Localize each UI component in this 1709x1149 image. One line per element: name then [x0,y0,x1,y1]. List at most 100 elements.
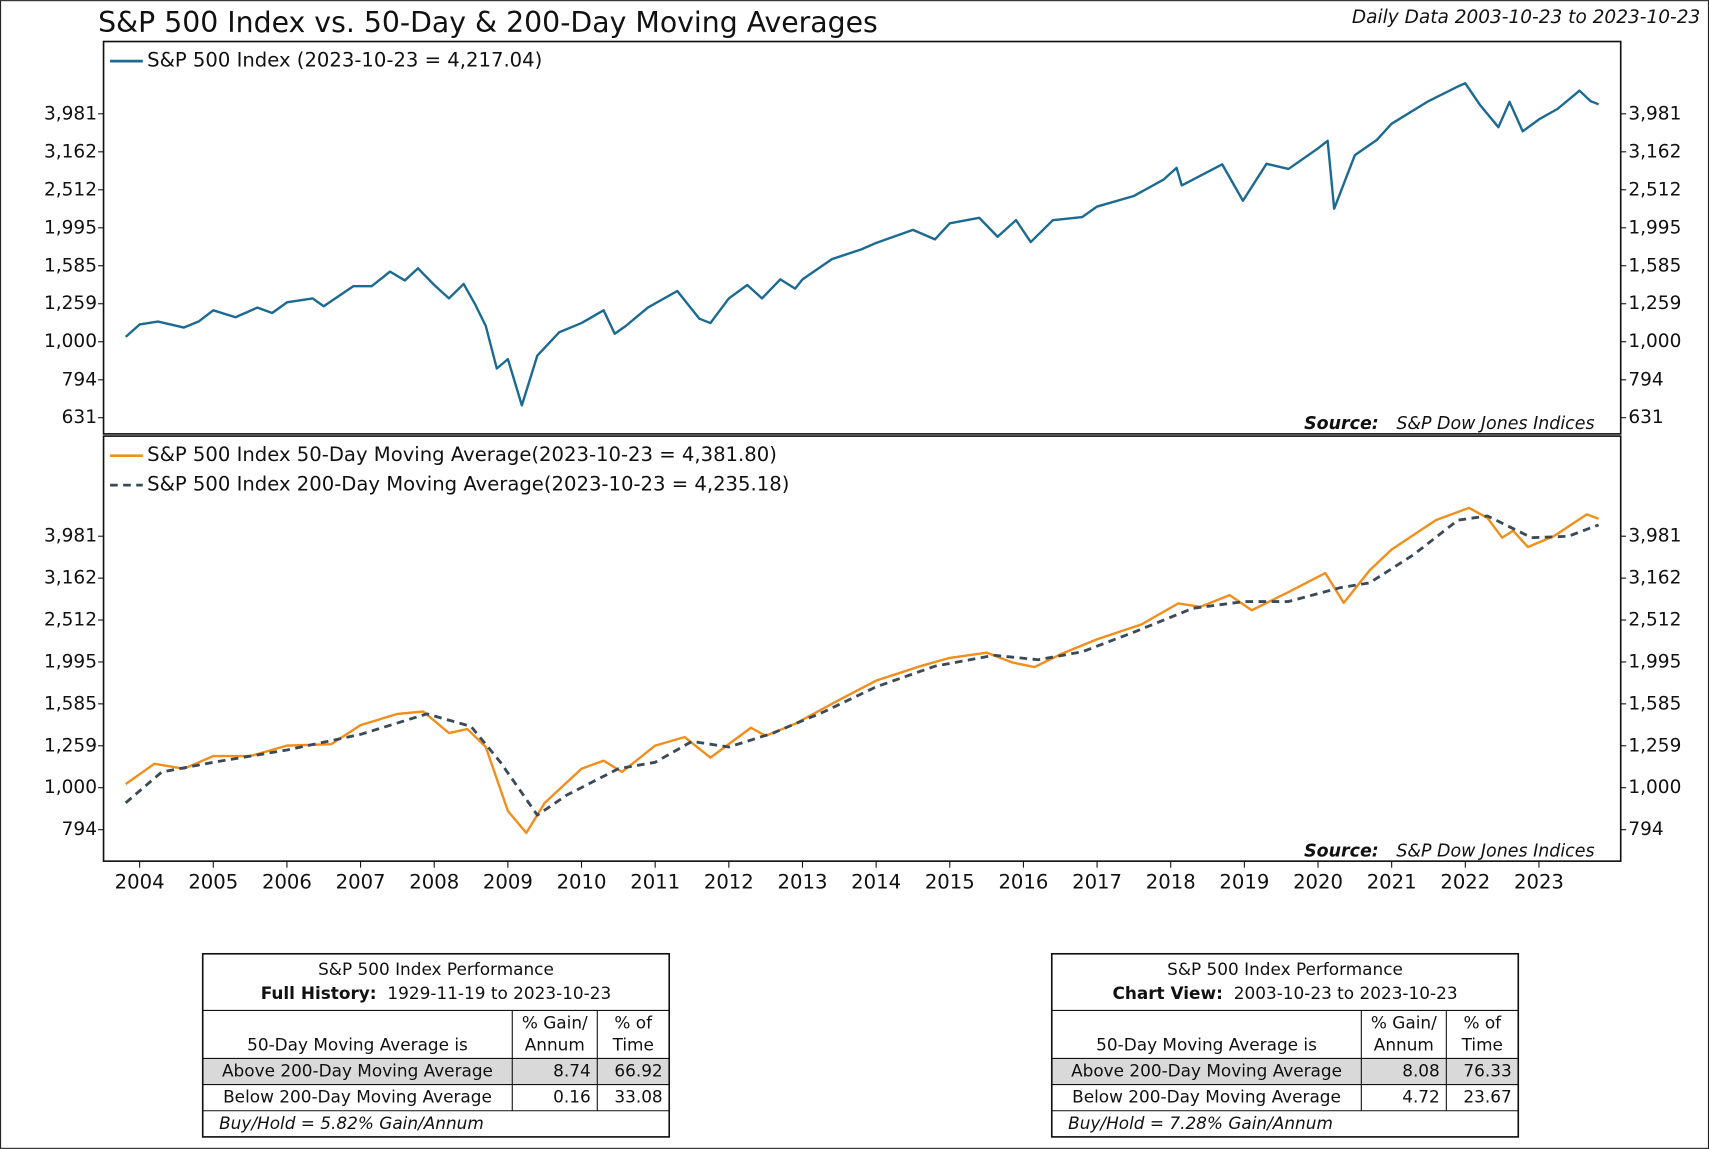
period-label: Full History: [261,983,377,1003]
table-header: 50-Day Moving Average is [247,1034,468,1054]
y-tick-label: 1,259 [44,293,97,314]
x-tick-label: 2017 [1072,870,1122,893]
table-cell: Above 200-Day Moving Average [1071,1061,1342,1081]
y-tick-label: 2,512 [44,179,97,200]
chart-subtitle: Daily Data 2003-10-23 to 2023-10-23 [1352,7,1700,28]
row-highlight [1051,1058,1519,1085]
table-footnote: Buy/Hold = 7.28% Gain/Annum [1068,1113,1333,1133]
y-tick-label: 3,981 [1628,526,1681,547]
table-header: Time [1461,1034,1503,1054]
table-cell: 4.72 [1402,1087,1440,1107]
period-label: Chart View: [1112,983,1222,1003]
table-header: Time [612,1034,654,1054]
x-tick-label: 2015 [925,870,975,893]
x-tick-label: 2016 [998,870,1048,893]
y-tick-label: 794 [1628,369,1663,390]
table-header: % of [614,1013,653,1033]
y-tick-label: 3,981 [1628,103,1681,124]
table-header: % Gain/ [522,1013,588,1033]
x-tick-label: 2011 [630,870,680,893]
legend-label: S&P 500 Index 200-Day Moving Average(202… [147,473,789,496]
legend-label: S&P 500 Index (2023-10-23 = 4,217.04) [147,49,542,72]
x-tick-label: 2006 [262,870,312,893]
table-frame [1050,952,1520,1138]
table-title: S&P 500 Index Performance [318,959,554,979]
y-tick-label: 2,512 [1628,610,1681,631]
table-period: Chart View: 2003-10-23 to 2023-10-23 [1112,983,1457,1003]
period: 2003-10-23 to 2023-10-23 [1234,983,1458,1003]
table-header: Annum [525,1034,585,1054]
table-cell: 76.33 [1463,1061,1511,1081]
table-cell: 33.08 [614,1087,662,1107]
y-tick-label: 1,585 [1628,255,1681,276]
y-tick-label: 1,995 [44,651,97,672]
y-tick-label: 3,162 [44,141,97,162]
y-tick-label: 1,259 [44,735,97,756]
y-tick-label: 1,585 [44,255,97,276]
x-tick-label: 2023 [1514,870,1564,893]
x-tick-label: 2019 [1219,870,1269,893]
table-cell: 0.16 [553,1087,591,1107]
table-frame [201,952,671,1138]
table-period: Full History: 1929-11-19 to 2023-10-23 [261,983,612,1003]
source-label: Source: [1304,414,1379,434]
x-tick-label: 2020 [1293,870,1343,893]
x-tick-label: 2010 [557,870,607,893]
y-tick-label: 3,162 [1628,568,1681,589]
y-tick-label: 1,995 [44,217,97,238]
y-tick-label: 1,585 [1628,693,1681,714]
table-cell: 23.67 [1463,1087,1511,1107]
x-tick-label: 2018 [1146,870,1196,893]
y-tick-label: 3,981 [44,526,97,547]
source-label: Source: [1304,841,1379,861]
table-header: Annum [1374,1034,1434,1054]
y-tick-label: 1,995 [1628,651,1681,672]
x-tick-label: 2004 [115,870,165,893]
series-line [124,82,1600,407]
y-tick-label: 1,259 [1628,293,1681,314]
y-tick-label: 1,000 [44,777,97,798]
x-tick-label: 2009 [483,870,533,893]
table-cell: 8.08 [1402,1061,1440,1081]
y-tick-label: 1,259 [1628,735,1681,756]
series-line [124,506,1600,835]
y-tick-label: 1,995 [1628,217,1681,238]
y-tick-label: 3,162 [44,568,97,589]
table-footnote: Buy/Hold = 5.82% Gain/Annum [219,1113,484,1133]
plot-frame [102,40,1622,435]
table-cell: Below 200-Day Moving Average [223,1087,492,1107]
plot-frame [102,435,1622,862]
table-cell: Below 200-Day Moving Average [1072,1087,1341,1107]
y-tick-label: 794 [62,819,97,840]
table-cell: Above 200-Day Moving Average [222,1061,493,1081]
x-tick-label: 2012 [704,870,754,893]
x-tick-label: 2005 [188,870,238,893]
table-header: % of [1463,1013,1502,1033]
table-title: S&P 500 Index Performance [1167,959,1403,979]
table-header: 50-Day Moving Average is [1096,1034,1317,1054]
legend-label: S&P 500 Index 50-Day Moving Average(2023… [147,443,777,466]
y-tick-label: 1,000 [44,331,97,352]
table-header: % Gain/ [1371,1013,1437,1033]
y-tick-label: 1,000 [1628,777,1681,798]
row-highlight [202,1058,670,1085]
y-tick-label: 631 [62,407,97,428]
x-tick-label: 2007 [336,870,386,893]
period: 1929-11-19 to 2023-10-23 [387,983,611,1003]
x-tick-label: 2014 [851,870,901,893]
table-cell: 8.74 [553,1061,591,1081]
x-tick-label: 2021 [1367,870,1417,893]
y-tick-label: 2,512 [44,610,97,631]
series-line [124,514,1600,817]
x-tick-label: 2013 [778,870,828,893]
y-tick-label: 2,512 [1628,179,1681,200]
y-tick-label: 794 [1628,819,1663,840]
y-tick-label: 1,585 [44,693,97,714]
y-tick-label: 3,162 [1628,141,1681,162]
chart-title: S&P 500 Index vs. 50-Day & 200-Day Movin… [98,6,878,39]
y-tick-label: 3,981 [44,103,97,124]
y-tick-label: 794 [62,369,97,390]
